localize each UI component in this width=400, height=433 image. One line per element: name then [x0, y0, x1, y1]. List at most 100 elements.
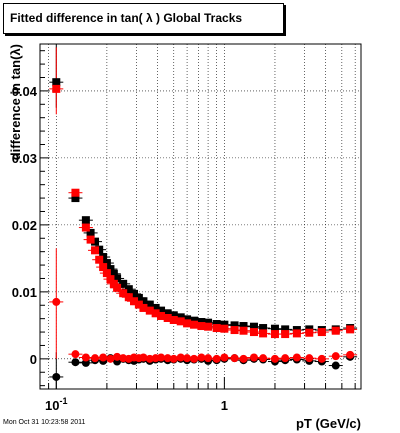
data-point-square: [71, 194, 80, 203]
data-point-square: [281, 325, 290, 334]
data-point-square: [176, 313, 185, 322]
data-point-circle: [197, 353, 206, 362]
data-point-circle: [169, 354, 178, 363]
data-point-circle: [212, 354, 221, 363]
y-tick-label: 0.03: [12, 151, 37, 166]
data-point-square: [259, 329, 268, 338]
axis-labels: 0 0.01 0.02 0.03 0.04 10-1 1 pT (GeV/c) differen…: [8, 44, 361, 431]
data-point-circle: [317, 354, 326, 363]
data-point-circle: [145, 354, 154, 363]
data-point-square: [204, 318, 213, 327]
data-point-circle: [106, 354, 115, 363]
data-point-square: [212, 320, 221, 329]
y-tick-label: 0.02: [12, 218, 37, 233]
data-point-square: [292, 329, 301, 338]
data-point-square: [95, 255, 104, 264]
data-point-square: [81, 223, 90, 232]
data-point-square: [331, 326, 340, 335]
data-point-circle: [259, 354, 268, 363]
data-point-square: [52, 84, 61, 93]
data-point-square: [204, 322, 213, 331]
y-tick-label: 0.04: [12, 84, 38, 99]
data-point-square: [230, 326, 239, 335]
data-point-square: [95, 245, 104, 254]
data-point-square: [212, 324, 221, 333]
data-point-square: [249, 322, 258, 331]
x-axis-label: pT (GeV/c): [296, 416, 361, 431]
data-point-square: [259, 324, 268, 333]
data-point-square: [106, 265, 115, 274]
y-axis-label: difference in tan(λ): [8, 44, 23, 160]
data-point-square: [230, 321, 239, 330]
x-tick-label: 10-1: [45, 396, 67, 413]
data-point-square: [109, 269, 118, 278]
data-point-square: [239, 326, 248, 335]
data-point-square: [157, 311, 166, 320]
data-point-circle: [113, 352, 122, 361]
data-point-square: [197, 322, 206, 331]
data-point-square: [102, 269, 111, 278]
data-point-square: [86, 235, 95, 244]
data-point-circle: [71, 358, 80, 367]
chart-title: Fitted difference in tan( λ ) Global Tra…: [10, 11, 243, 25]
error-bars: [49, 44, 358, 389]
data-point-circle: [292, 353, 301, 362]
data-point-circle: [305, 354, 314, 363]
data-point-square: [71, 188, 80, 197]
data-markers: [52, 78, 355, 381]
data-point-circle: [71, 350, 80, 359]
data-point-square: [119, 279, 128, 288]
x-tick-label: 1: [221, 398, 228, 413]
data-point-square: [281, 330, 290, 339]
data-point-circle: [281, 354, 290, 363]
data-point-circle: [331, 352, 340, 361]
data-point-circle: [331, 361, 340, 370]
data-point-square: [169, 316, 178, 324]
data-point-square: [81, 216, 90, 225]
data-point-square: [151, 309, 160, 318]
data-point-circle: [230, 354, 239, 363]
data-point-circle: [139, 353, 148, 362]
data-point-square: [139, 303, 148, 312]
data-point-square: [190, 320, 199, 329]
data-point-circle: [204, 354, 213, 363]
data-point-circle: [183, 354, 192, 363]
data-point-square: [151, 303, 160, 312]
chart-title-box: Fitted difference in tan( λ ) Global Tra…: [3, 3, 284, 34]
data-point-square: [102, 259, 111, 268]
data-point-square: [183, 315, 192, 324]
data-point-square: [124, 285, 133, 294]
data-point-circle: [239, 354, 248, 363]
data-point-square: [197, 318, 206, 327]
data-point-square: [183, 319, 192, 328]
data-point-square: [134, 293, 143, 302]
plot-frame-rect: [39, 43, 362, 390]
data-point-square: [124, 293, 133, 302]
data-point-square: [145, 300, 154, 309]
data-point-square: [91, 246, 100, 255]
data-point-square: [109, 279, 118, 288]
data-point-square: [134, 300, 143, 309]
data-point-square: [52, 78, 61, 87]
data-point-square: [145, 306, 154, 315]
data-point-square: [317, 328, 326, 337]
data-point-circle: [176, 353, 185, 362]
data-point-square: [169, 311, 178, 320]
data-point-square: [270, 330, 279, 339]
data-point-circle: [157, 353, 166, 362]
data-point-circle: [270, 354, 279, 363]
data-point-square: [130, 289, 139, 298]
timestamp: Mon Oct 31 10:23:58 2011: [3, 419, 86, 426]
data-point-square: [113, 283, 122, 292]
data-point-circle: [99, 353, 108, 362]
y-tick-label: 0.01: [12, 285, 37, 300]
data-point-square: [249, 328, 258, 337]
data-point-circle: [52, 297, 61, 306]
data-point-square: [190, 316, 199, 325]
data-point-square: [106, 275, 115, 284]
data-point-circle: [249, 353, 258, 362]
data-point-square: [99, 263, 108, 272]
data-point-square: [139, 297, 148, 306]
data-point-circle: [220, 353, 229, 362]
